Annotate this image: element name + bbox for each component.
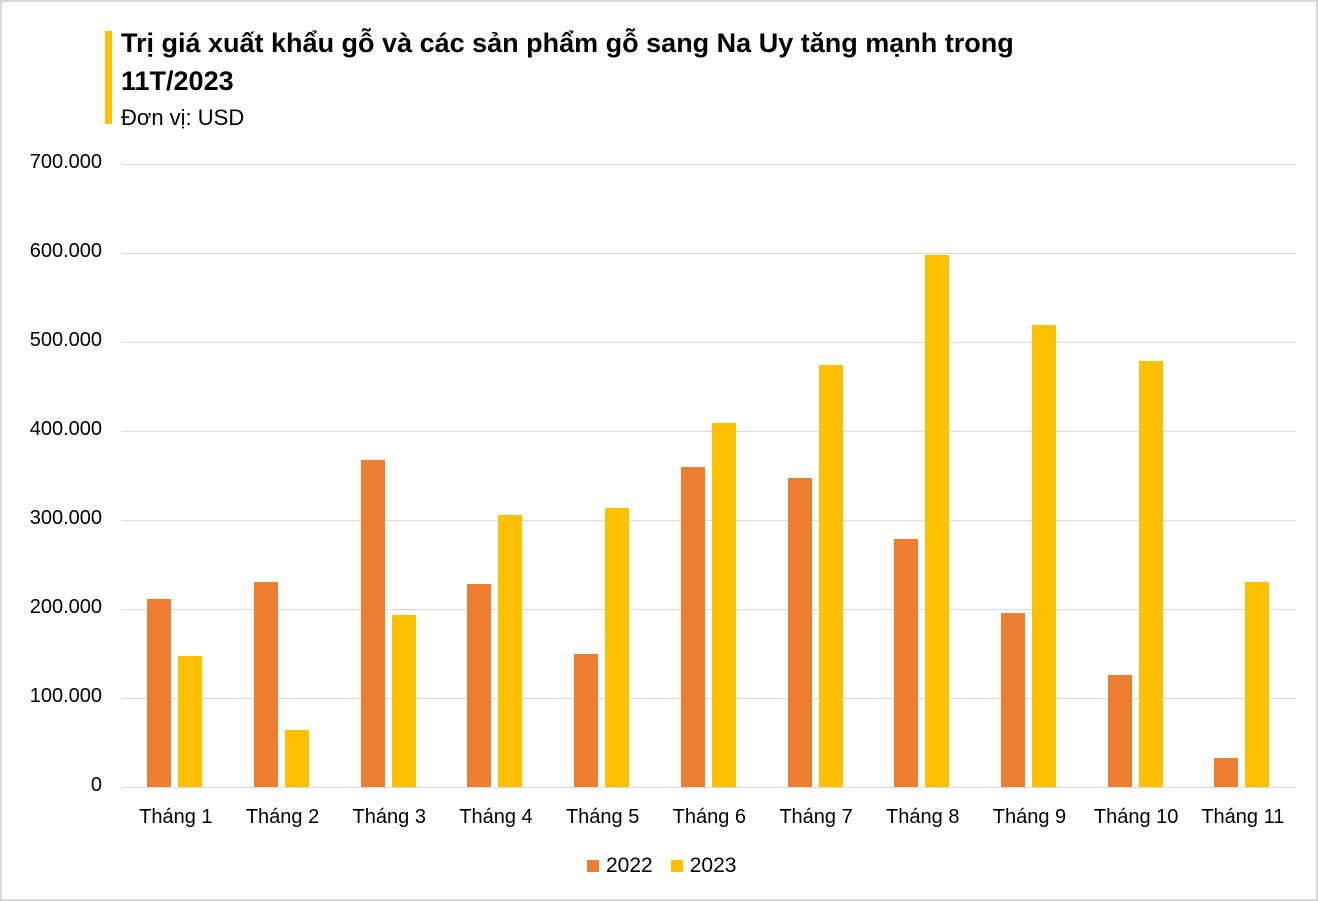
bar-2022-7: [787, 478, 812, 787]
gridline: [122, 342, 1296, 343]
bar-2023-5: [605, 508, 630, 787]
y-tick-label: 700.000: [29, 151, 102, 173]
x-tick-label: Tháng 1: [139, 806, 213, 828]
x-tick-label: Tháng 4: [459, 806, 533, 828]
title-accent-bar: [105, 31, 112, 124]
x-tick-label: Tháng 11: [1201, 806, 1285, 828]
gridline: [122, 698, 1296, 699]
gridline: [122, 520, 1296, 521]
gridline: [122, 787, 1296, 788]
y-tick-label: 400.000: [29, 418, 102, 440]
legend-item-2023: 2023: [670, 854, 737, 878]
bar-2023-6: [711, 422, 736, 787]
legend-item-2022: 2022: [587, 854, 653, 878]
bar-2022-11: [1214, 757, 1239, 787]
bar-2022-10: [1107, 674, 1132, 787]
x-tick-label: Tháng 2: [245, 806, 320, 828]
gridline: [122, 609, 1296, 610]
bar-2022-1: [147, 599, 172, 787]
x-tick-label: Tháng 9: [992, 806, 1067, 828]
bar-2023-1: [178, 656, 203, 787]
bar-2022-2: [254, 582, 279, 787]
x-tick-label: Tháng 7: [779, 806, 853, 828]
y-tick-label: 100.000: [29, 685, 102, 707]
x-tick-label: Tháng 6: [672, 806, 747, 828]
bar-2023-4: [498, 514, 523, 787]
x-tick-label: Tháng 5: [565, 806, 640, 828]
legend: 2022 2023: [587, 854, 754, 878]
y-tick-label: 500.000: [29, 329, 102, 351]
bar-2022-5: [574, 654, 599, 787]
bar-2023-9: [1031, 325, 1056, 787]
bar-2023-3: [391, 615, 416, 787]
y-tick-label: 600.000: [29, 240, 102, 262]
bar-2022-9: [1000, 612, 1025, 787]
bar-2023-11: [1245, 582, 1270, 787]
legend-label-2023: 2023: [689, 854, 737, 877]
legend-swatch-2023: [670, 860, 683, 872]
bar-2023-2: [285, 730, 310, 787]
gridline: [122, 431, 1296, 432]
y-tick-label: 300.000: [29, 507, 102, 529]
x-tick-label: Tháng 3: [352, 806, 426, 828]
gridline: [122, 253, 1296, 254]
legend-swatch-2022: [587, 860, 599, 872]
legend-label-2022: 2022: [606, 854, 653, 877]
x-tick-label: Tháng 10: [1093, 806, 1179, 828]
bar-2022-8: [894, 538, 919, 787]
x-tick-label: Tháng 8: [886, 806, 960, 828]
bar-2023-8: [925, 254, 950, 787]
bar-2022-6: [680, 466, 705, 787]
bar-2023-7: [818, 365, 843, 787]
y-tick-label: 0: [90, 774, 102, 796]
chart-title: Trị giá xuất khẩu gỗ và các sản phẩm gỗ …: [121, 28, 1014, 96]
gridline: [122, 164, 1296, 165]
bar-2022-3: [360, 460, 385, 787]
bar-2022-4: [467, 584, 492, 787]
y-tick-label: 200.000: [29, 596, 102, 618]
bar-2023-10: [1138, 360, 1163, 787]
chart-subtitle: Đơn vị: USD: [121, 105, 245, 130]
